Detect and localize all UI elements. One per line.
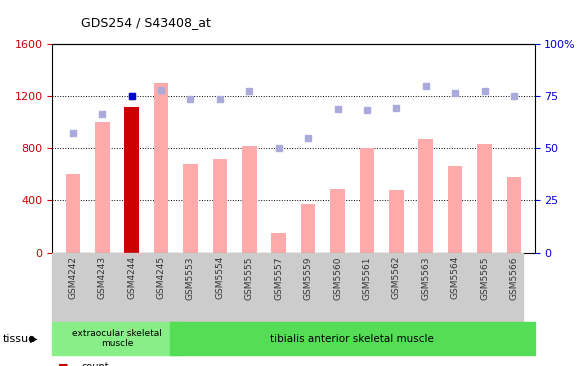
Text: GSM5555: GSM5555 xyxy=(245,256,254,299)
Text: GSM5564: GSM5564 xyxy=(451,256,460,299)
Text: GSM5560: GSM5560 xyxy=(333,256,342,299)
Text: GSM5561: GSM5561 xyxy=(363,256,371,299)
Bar xyxy=(170,322,535,355)
Text: GSM5563: GSM5563 xyxy=(421,256,430,299)
Text: ▶: ▶ xyxy=(30,333,38,344)
Bar xyxy=(154,83,168,253)
Bar xyxy=(183,164,198,253)
Bar xyxy=(213,158,227,253)
Text: GSM4243: GSM4243 xyxy=(98,256,107,299)
Text: GSM5554: GSM5554 xyxy=(216,256,224,299)
Text: GSM4242: GSM4242 xyxy=(69,256,77,299)
Bar xyxy=(360,148,374,253)
Bar xyxy=(271,233,286,253)
Bar xyxy=(330,188,345,253)
Text: GSM5559: GSM5559 xyxy=(304,256,313,299)
Text: GSM5553: GSM5553 xyxy=(186,256,195,299)
Text: tibialis anterior skeletal muscle: tibialis anterior skeletal muscle xyxy=(270,333,434,344)
Bar xyxy=(477,144,492,253)
Text: ■: ■ xyxy=(58,362,69,366)
Bar xyxy=(124,107,139,253)
Text: GSM5562: GSM5562 xyxy=(392,256,401,299)
Text: tissue: tissue xyxy=(3,333,36,344)
Bar xyxy=(66,174,80,253)
Bar xyxy=(95,122,110,253)
Text: GSM4244: GSM4244 xyxy=(127,256,136,299)
Bar xyxy=(507,177,521,253)
Bar xyxy=(301,204,315,253)
Text: GSM5565: GSM5565 xyxy=(480,256,489,299)
Text: GDS254 / S43408_at: GDS254 / S43408_at xyxy=(81,16,211,29)
Text: GSM4245: GSM4245 xyxy=(157,256,166,299)
Bar xyxy=(242,146,257,253)
Text: GSM5557: GSM5557 xyxy=(274,256,283,299)
Bar xyxy=(448,167,462,253)
Bar xyxy=(389,190,404,253)
Bar xyxy=(418,139,433,253)
Text: count: count xyxy=(81,362,109,366)
Text: GSM5566: GSM5566 xyxy=(510,256,518,299)
Text: extraocular skeletal
muscle: extraocular skeletal muscle xyxy=(72,329,162,348)
Bar xyxy=(52,322,182,355)
